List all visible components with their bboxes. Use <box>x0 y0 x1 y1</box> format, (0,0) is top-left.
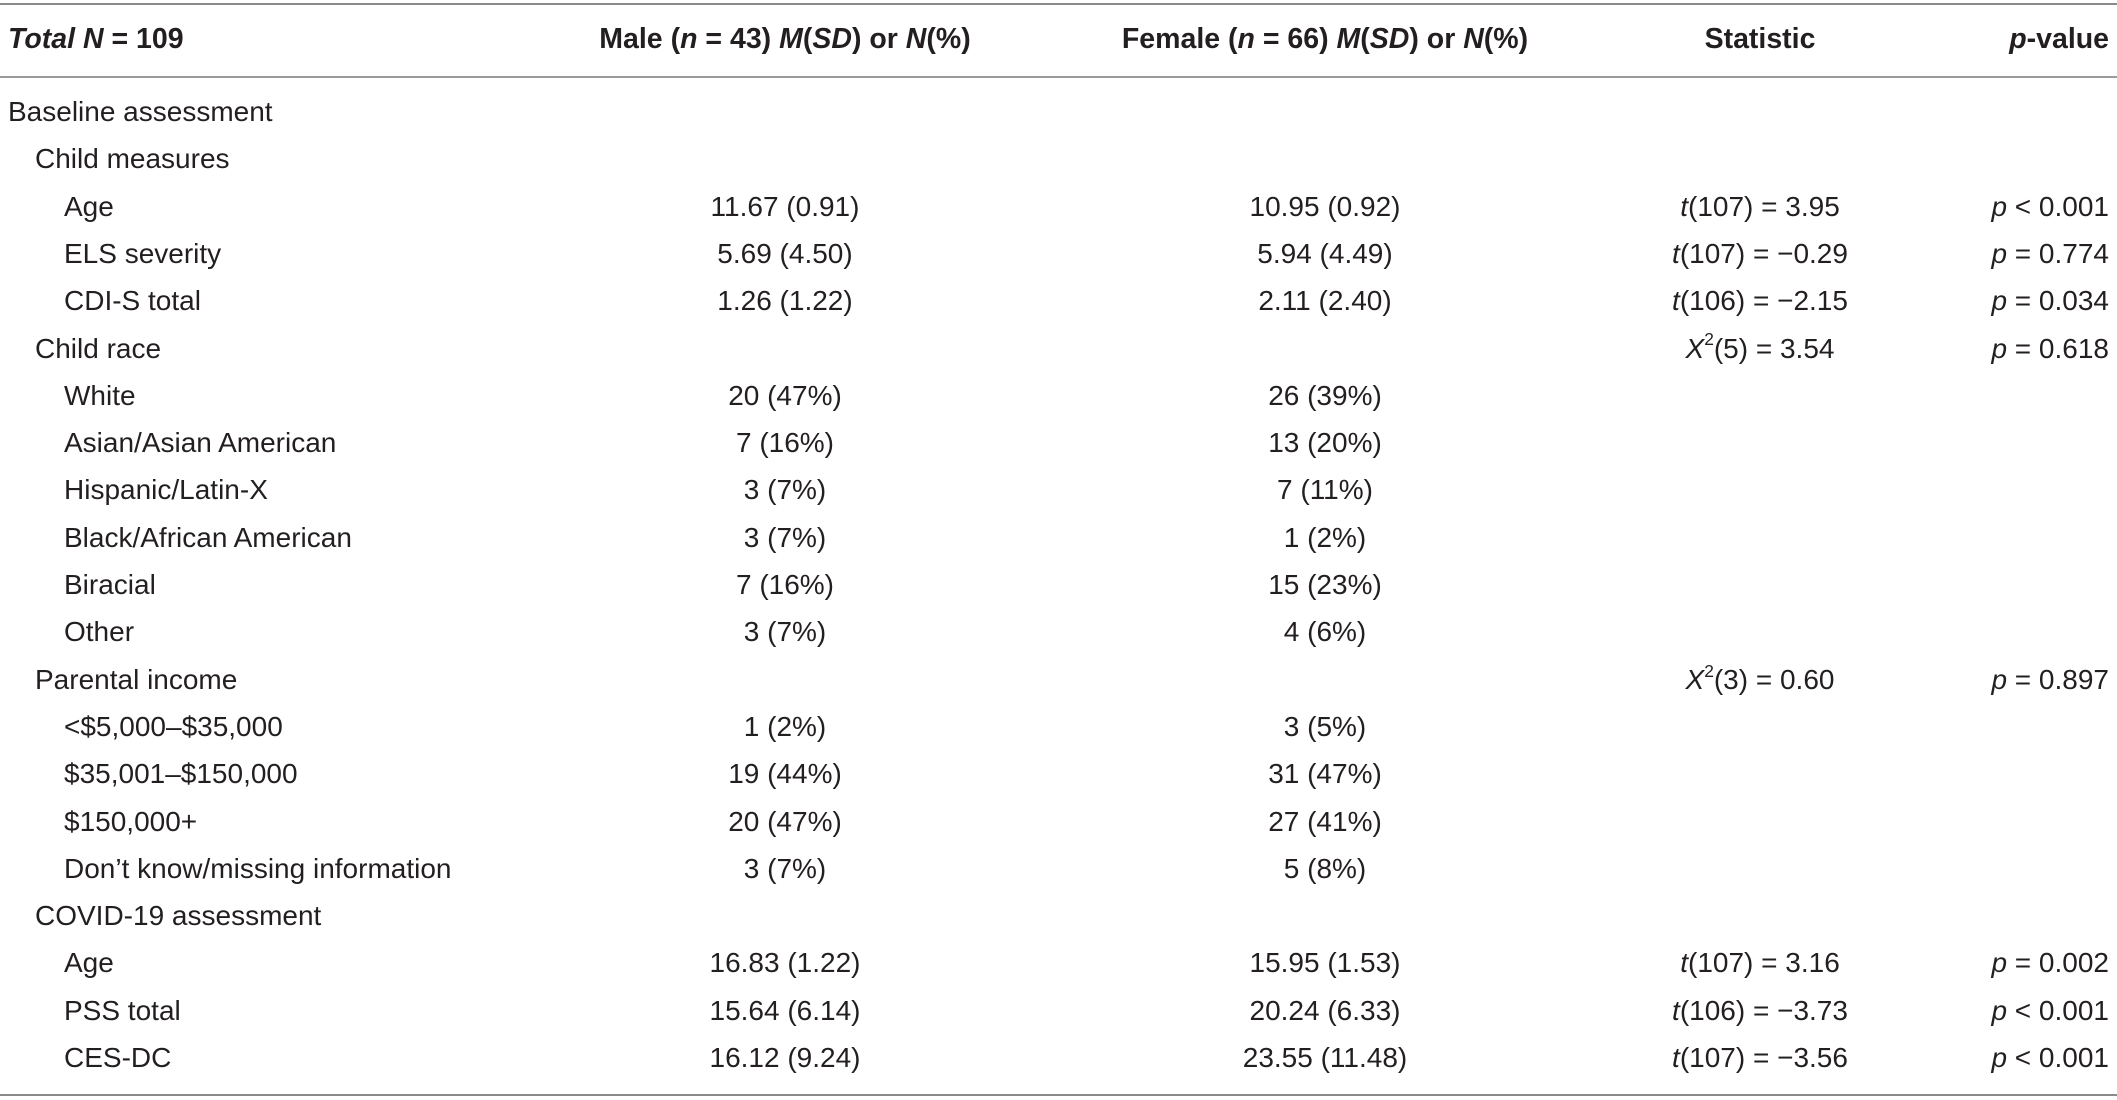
header-p-value: p-value <box>2009 23 2109 55</box>
p-value: p = 0.618 <box>1991 332 2109 364</box>
female-value: 20.24 (6.33) <box>1249 994 1401 1026</box>
male-value: 3 (7%) <box>743 521 827 553</box>
table-bottom-rule <box>0 1094 2117 1096</box>
female-value: 27 (41%) <box>1268 805 1382 837</box>
row-label: ELS severity <box>64 237 222 269</box>
header-statistic: Statistic <box>1704 23 1816 55</box>
male-value: 7 (16%) <box>735 569 835 600</box>
row-label: Biracial <box>64 569 156 600</box>
table-top-rule <box>0 3 2117 5</box>
p-value: p < 0.001 <box>1991 994 2109 1026</box>
statistic-value: t(107) = −0.29 <box>1672 237 1848 269</box>
table-row-35-001-150-000: $35,001–$150,000 19 (44%) 31 (47%) <box>0 750 2117 797</box>
male-value: 3 (7%) <box>743 616 827 648</box>
row-label: Black/African American <box>64 521 352 553</box>
female-value: 15 (23%) <box>1268 569 1382 600</box>
row-label: Other <box>64 616 135 648</box>
p-value: p < 0.001 <box>1991 190 2109 222</box>
row-label: White <box>64 379 136 411</box>
row-label: $35,001–$150,000 <box>64 758 298 790</box>
male-value: 16.12 (9.24) <box>709 1042 861 1073</box>
row-label: <$5,000–$35,000 <box>64 710 283 742</box>
row-label: Hispanic/Latin-X <box>64 474 268 506</box>
statistic-value: t(107) = 3.16 <box>1680 947 1840 979</box>
statistic-value: t(106) = −2.15 <box>1672 285 1848 317</box>
male-value: 20 (47%) <box>728 379 842 411</box>
row-label: CES-DC <box>64 1042 172 1073</box>
female-value: 3 (5%) <box>1283 710 1367 742</box>
table-row-cdi-s-total: CDI-S total 1.26 (1.22) 2.11 (2.40) t(106) … <box>0 277 2117 324</box>
header-total-n: Total N = 109 <box>8 23 184 55</box>
female-value: 15.95 (1.53) <box>1249 947 1401 979</box>
table-row-covid-19-assessment: COVID-19 assessment <box>0 892 2117 939</box>
table-row-other: Other 3 (7%) 4 (6%) <box>0 608 2117 655</box>
row-label: Age <box>64 190 114 222</box>
female-value: 1 (2%) <box>1283 521 1367 553</box>
row-label: COVID-19 assessment <box>35 900 322 932</box>
female-value: 23.55 (11.48) <box>1242 1042 1408 1073</box>
p-value: p = 0.034 <box>1991 285 2109 317</box>
female-value: 13 (20%) <box>1268 427 1382 459</box>
header-female: Female (n = 66) M(SD) or N(%) <box>1121 23 1529 55</box>
female-value: 5 (8%) <box>1283 852 1367 884</box>
statistic-value: t(107) = 3.95 <box>1680 190 1840 222</box>
table-row-5-000-35-000: <$5,000–$35,000 1 (2%) 3 (5%) <box>0 703 2117 750</box>
table-header-row: Total N = 109 Male (n = 43) M(SD) or N(%… <box>0 16 2117 63</box>
p-value: p = 0.897 <box>1991 663 2109 695</box>
table-row-hispanic-latin-x: Hispanic/Latin-X 3 (7%) 7 (11%) <box>0 466 2117 513</box>
statistic-value: X2(3) = 0.60 <box>1685 660 1835 695</box>
male-value: 1.26 (1.22) <box>717 285 853 317</box>
p-value: p < 0.001 <box>1991 1042 2109 1073</box>
statistic-value: t(106) = −3.73 <box>1672 994 1848 1026</box>
male-value: 11.67 (0.91) <box>710 190 860 222</box>
male-value: 19 (44%) <box>728 758 842 790</box>
row-label: Age <box>64 947 114 979</box>
female-value: 10.95 (0.92) <box>1249 190 1401 222</box>
male-value: 3 (7%) <box>743 474 827 506</box>
male-value: 5.69 (4.50) <box>717 237 853 269</box>
female-value: 31 (47%) <box>1268 758 1382 790</box>
male-value: 20 (47%) <box>728 805 842 837</box>
row-label: Child race <box>35 332 162 364</box>
female-value: 26 (39%) <box>1268 379 1382 411</box>
row-label: Child measures <box>35 143 230 175</box>
table-row-black-african-american: Black/African American 3 (7%) 1 (2%) <box>0 514 2117 561</box>
male-value: 3 (7%) <box>743 852 827 884</box>
table-row-age: Age 11.67 (0.91) 10.95 (0.92) t(107) = 3.95… <box>0 183 2117 230</box>
row-label: PSS total <box>64 994 181 1026</box>
row-label: Asian/Asian American <box>64 427 337 459</box>
statistic-value: X2(5) = 3.54 <box>1685 329 1835 364</box>
table-row-don-t-know-missing-information: Don’t know/missing information 3 (7%) 5 (8… <box>0 845 2117 892</box>
row-label: Don’t know/missing information <box>64 852 452 884</box>
table-row-els-severity: ELS severity 5.69 (4.50) 5.94 (4.49) t(107)… <box>0 230 2117 277</box>
p-value: p = 0.774 <box>1991 237 2109 269</box>
row-label: Baseline assessment <box>8 96 273 127</box>
male-value: 7 (16%) <box>735 427 835 459</box>
table-row-pss-total: PSS total 15.64 (6.14) 20.24 (6.33) t(106) … <box>0 987 2117 1034</box>
table-row-biracial: Biracial 7 (16%) 15 (23%) <box>0 561 2117 608</box>
table-row-child-measures: Child measures <box>0 135 2117 182</box>
statistic-value: t(107) = −3.56 <box>1672 1042 1848 1073</box>
row-label: Parental income <box>35 663 238 695</box>
table-row-age: Age 16.83 (1.22) 15.95 (1.53) t(107) = 3.16… <box>0 939 2117 986</box>
table-row-parental-income: Parental income X2(3) = 0.60 p = 0.897 <box>0 656 2117 703</box>
row-label: CDI-S total <box>64 285 201 317</box>
female-value: 4 (6%) <box>1283 616 1367 648</box>
table-row-150-000: $150,000+ 20 (47%) 27 (41%) <box>0 798 2117 845</box>
female-value: 5.94 (4.49) <box>1257 237 1393 269</box>
table-row-baseline-assessment: Baseline assessment <box>0 88 2117 135</box>
male-value: 15.64 (6.14) <box>709 994 861 1026</box>
p-value: p = 0.002 <box>1991 947 2109 979</box>
header-male: Male (n = 43) M(SD) or N(%) <box>599 23 971 55</box>
table-header-rule <box>0 76 2117 78</box>
female-value: 2.11 (2.40) <box>1258 285 1392 317</box>
male-value: 16.83 (1.22) <box>709 947 861 979</box>
table-row-child-race: Child race X2(5) = 3.54 p = 0.618 <box>0 325 2117 372</box>
male-value: 1 (2%) <box>743 710 827 742</box>
table-row-ces-dc: CES-DC 16.12 (9.24) 23.55 (11.48) t(107) = … <box>0 1034 2117 1081</box>
row-label: $150,000+ <box>64 805 198 837</box>
female-value: 7 (11%) <box>1277 474 1373 506</box>
table-row-asian-asian-american: Asian/Asian American 7 (16%) 13 (20%) <box>0 419 2117 466</box>
table-row-white: White 20 (47%) 26 (39%) <box>0 372 2117 419</box>
